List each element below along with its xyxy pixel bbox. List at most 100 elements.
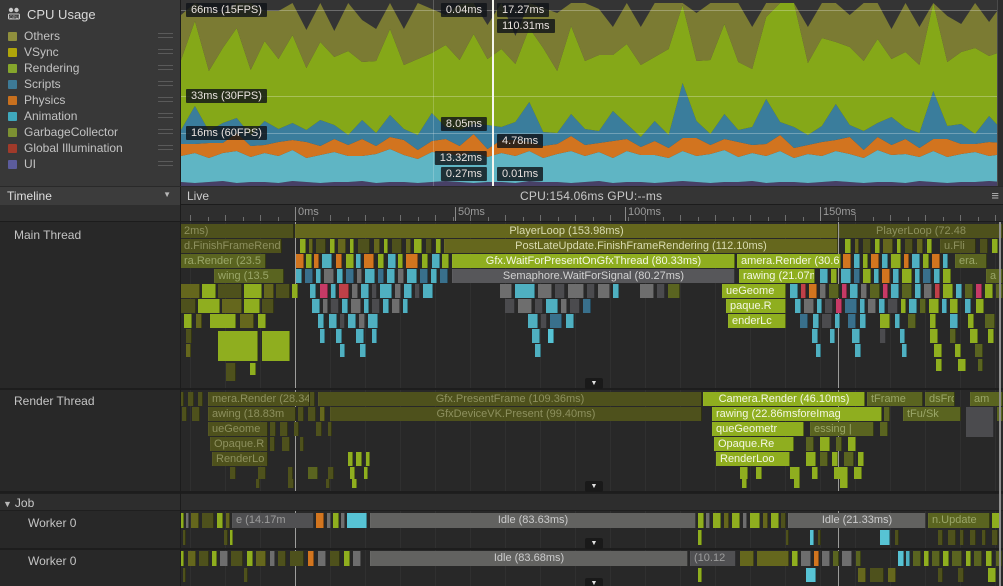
timeline-block[interactable] <box>328 422 332 436</box>
timeline-sample-bar[interactable]: RenderLoo <box>716 452 790 466</box>
timeline-block[interactable] <box>314 254 319 268</box>
timeline-block[interactable] <box>960 530 964 545</box>
timeline-block[interactable] <box>344 551 350 566</box>
timeline-block[interactable] <box>407 269 417 283</box>
timeline-block[interactable] <box>750 513 760 528</box>
timeline-sample-bar[interactable]: dsFro <box>925 392 955 406</box>
timeline-block[interactable] <box>668 284 680 298</box>
timeline-block[interactable] <box>359 314 365 328</box>
timeline-block[interactable] <box>806 568 816 582</box>
timeline-block[interactable] <box>832 452 838 466</box>
timeline-sample-bar[interactable]: Gfx.PresentFrame (109.36ms) <box>318 392 702 406</box>
timeline-block[interactable] <box>917 239 923 253</box>
timeline-block[interactable] <box>322 254 332 268</box>
timeline-block[interactable] <box>366 452 370 466</box>
timeline-block[interactable] <box>835 314 840 328</box>
timeline-block[interactable] <box>943 269 951 283</box>
timeline-block[interactable] <box>282 437 290 451</box>
timeline-block[interactable] <box>932 254 940 268</box>
timeline-block[interactable] <box>341 513 345 528</box>
timeline-block[interactable] <box>546 299 558 313</box>
timeline-block[interactable] <box>276 284 290 298</box>
timeline-block[interactable] <box>372 284 377 298</box>
timeline-block[interactable] <box>346 269 354 283</box>
timeline-block[interactable] <box>320 407 325 421</box>
timeline-block[interactable] <box>587 284 595 298</box>
timeline-block[interactable] <box>308 407 316 421</box>
timeline-sample-bar[interactable]: tFrame <box>867 392 923 406</box>
timeline-block[interactable] <box>535 299 543 313</box>
timeline-block[interactable] <box>406 254 418 268</box>
timeline-sample-bar[interactable]: GfxDeviceVK.Present (99.40ms) <box>330 407 702 421</box>
timeline-sample-bar[interactable]: amera.Render (30.65m <box>737 254 841 268</box>
timeline-block[interactable] <box>852 329 860 343</box>
timeline-block[interactable] <box>338 239 346 253</box>
timeline-block[interactable] <box>262 331 290 361</box>
timeline-block[interactable] <box>364 254 374 268</box>
timeline-block[interactable] <box>898 551 904 566</box>
timeline-block[interactable] <box>841 269 851 283</box>
timeline-block[interactable] <box>740 467 748 479</box>
timeline-block[interactable] <box>948 530 956 545</box>
expand-rows-button[interactable]: ▼ <box>585 578 603 586</box>
drag-handle-icon[interactable] <box>158 161 173 166</box>
job-group-header[interactable]: ▼ Job <box>0 493 1003 511</box>
timeline-block[interactable] <box>855 239 859 253</box>
timeline-block[interactable] <box>956 284 962 298</box>
timeline-block[interactable] <box>392 239 402 253</box>
timeline-block[interactable] <box>943 254 948 268</box>
timeline-block[interactable] <box>298 407 304 421</box>
timeline-sample-bar[interactable]: rawing (21.07m <box>739 269 815 283</box>
timeline-block[interactable] <box>958 359 966 371</box>
timeline-block[interactable] <box>423 284 433 298</box>
timeline-block[interactable] <box>339 284 349 298</box>
timeline-block[interactable] <box>340 314 345 328</box>
timeline-block[interactable] <box>183 530 186 545</box>
timeline-block[interactable] <box>958 568 964 582</box>
timeline-block[interactable] <box>218 284 242 298</box>
timeline-block[interactable] <box>820 284 826 298</box>
timeline-sample-bar[interactable]: (10.12 <box>690 551 736 566</box>
timeline-block[interactable] <box>740 551 754 566</box>
timeline-block[interactable] <box>331 299 339 313</box>
timeline-block[interactable] <box>966 551 971 566</box>
timeline-block[interactable] <box>383 299 389 313</box>
timeline-block[interactable] <box>657 284 665 298</box>
timeline-block[interactable] <box>901 299 906 313</box>
timeline-sample-bar[interactable]: Semaphore.WaitForSignal (80.27ms) <box>452 269 735 283</box>
timeline-block[interactable] <box>908 314 916 328</box>
timeline-block[interactable] <box>904 254 909 268</box>
timeline-block[interactable] <box>183 568 186 582</box>
timeline-block[interactable] <box>348 452 353 466</box>
timeline-block[interactable] <box>905 239 913 253</box>
timeline-block[interactable] <box>698 568 702 582</box>
timeline-block[interactable] <box>974 551 982 566</box>
timeline-block[interactable] <box>968 314 974 328</box>
timeline-block[interactable] <box>346 254 354 268</box>
timeline-block[interactable] <box>978 359 983 371</box>
timeline-block[interactable] <box>180 299 196 313</box>
timeline-block[interactable] <box>541 314 547 328</box>
timeline-sample-bar[interactable]: PostLateUpdate.FinishFrameRendering (112… <box>444 239 838 253</box>
timeline-sample-bar[interactable]: ueGeome <box>208 422 268 436</box>
timeline-block[interactable] <box>906 551 910 566</box>
timeline-block[interactable] <box>882 254 888 268</box>
timeline-block[interactable] <box>548 329 554 343</box>
timeline-sample-bar[interactable]: Idle (83.63ms) <box>370 513 696 528</box>
legend-item-garbagecollector[interactable]: GarbageCollector <box>0 124 181 140</box>
timeline-block[interactable] <box>880 530 890 545</box>
timeline-block[interactable] <box>566 314 574 328</box>
drag-handle-icon[interactable] <box>158 129 173 134</box>
timeline-block[interactable] <box>820 269 828 283</box>
timeline-sample-bar[interactable]: RenderLo <box>212 452 268 466</box>
timeline-block[interactable] <box>943 551 949 566</box>
timeline-block[interactable] <box>198 299 220 313</box>
timeline-block[interactable] <box>360 344 366 357</box>
timeline-block[interactable] <box>786 530 789 545</box>
timeline-block[interactable] <box>312 299 320 313</box>
timeline-block[interactable] <box>323 299 328 313</box>
timeline-block[interactable] <box>861 284 867 298</box>
timeline-block[interactable] <box>822 551 830 566</box>
legend-item-global-illumination[interactable]: Global Illumination <box>0 140 181 156</box>
timeline-block[interactable] <box>186 344 191 357</box>
